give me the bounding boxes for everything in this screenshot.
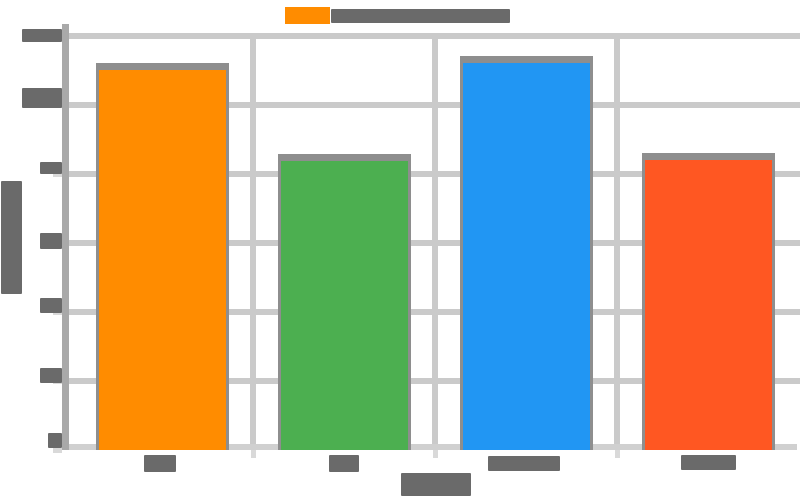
y-tick-mark: [53, 171, 62, 177]
y-axis-title-redacted: [1, 181, 22, 294]
horizontal-gridline: [62, 33, 800, 39]
y-tick-label-redacted: [22, 29, 62, 42]
horizontal-gridline: [62, 102, 800, 108]
horizontal-gridline: [62, 171, 800, 177]
y-axis-line: [62, 24, 69, 450]
y-tick-label-redacted: [22, 88, 62, 108]
bar-category-2: [277, 153, 411, 450]
x-tick-label-redacted: [680, 455, 736, 470]
vertical-gridline: [250, 36, 256, 450]
y-tick-label-redacted: [40, 162, 62, 174]
vertical-gridline: [614, 36, 620, 450]
y-tick-label-redacted: [40, 368, 62, 383]
bar-category-4: [641, 152, 775, 450]
bar-category-1: [95, 62, 229, 450]
horizontal-gridline: [62, 309, 800, 315]
legend-label-redacted: [331, 9, 510, 23]
vertical-gridline: [432, 36, 438, 450]
x-tick-label-redacted: [329, 455, 359, 472]
y-tick-mark: [53, 447, 62, 453]
x-tick-mark: [250, 450, 256, 458]
x-tick-label-redacted: [488, 456, 560, 471]
y-tick-label-redacted: [48, 433, 62, 448]
y-tick-label-redacted: [40, 233, 62, 249]
x-tick-label-redacted: [144, 455, 176, 472]
horizontal-gridline: [62, 378, 800, 384]
y-tick-label-redacted: [40, 298, 62, 313]
x-tick-mark: [432, 450, 438, 458]
x-axis-line: [62, 444, 797, 450]
horizontal-gridline: [62, 240, 800, 246]
x-tick-mark: [614, 450, 620, 458]
x-axis-title-redacted: [401, 473, 471, 496]
legend-swatch: [285, 7, 330, 24]
bar-category-3: [459, 56, 593, 450]
